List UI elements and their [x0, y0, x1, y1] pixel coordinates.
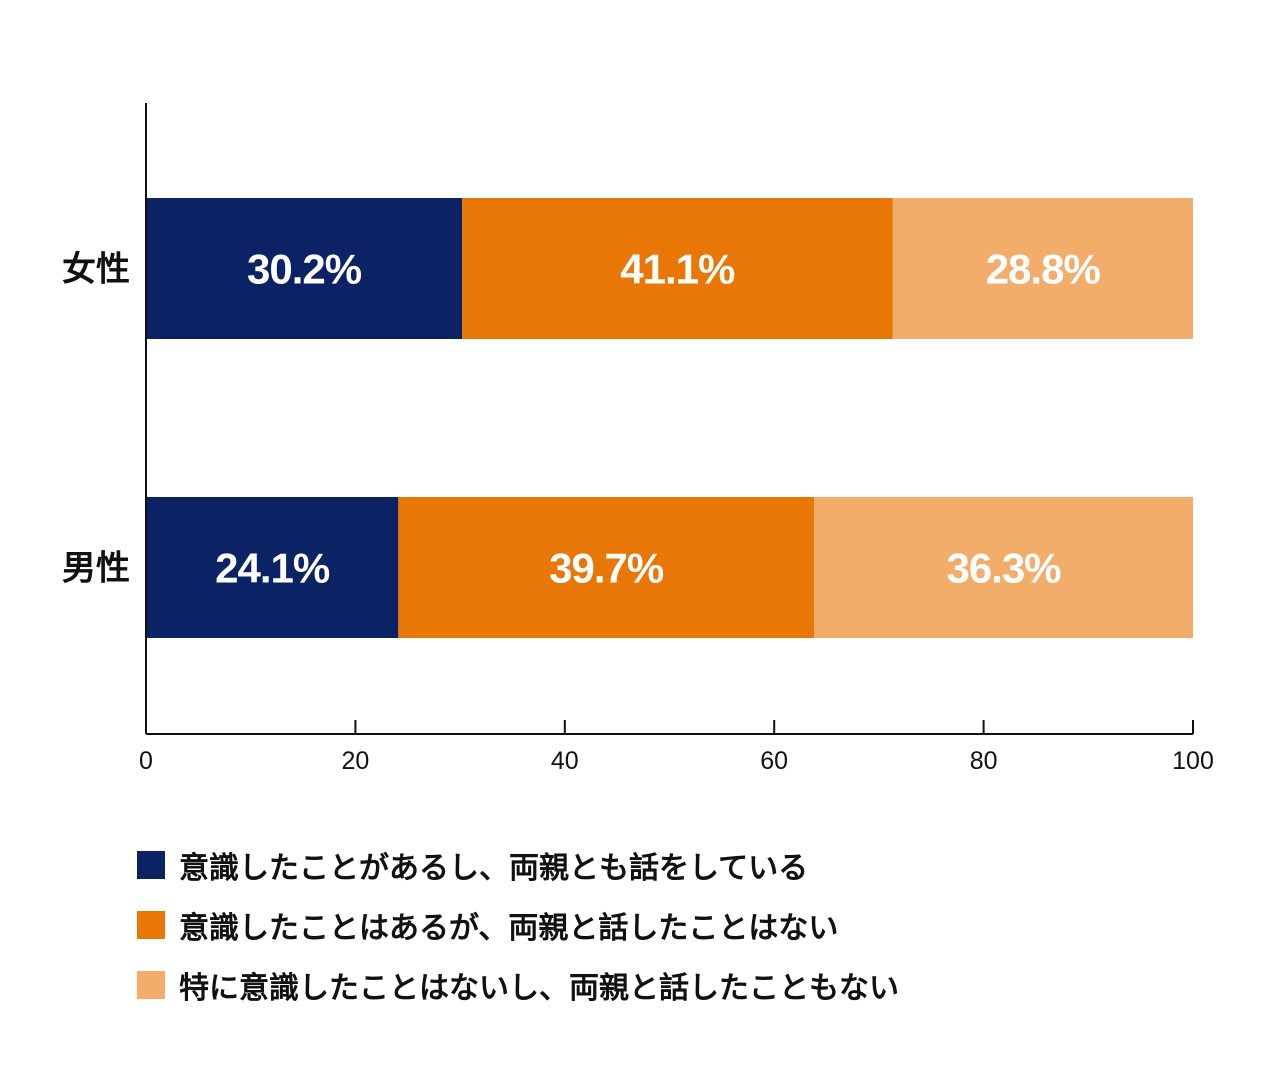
data-label-2-3: 36.3%: [946, 545, 1061, 592]
bar-segment-2-3: [813, 497, 1193, 638]
data-label-2-1: 24.1%: [215, 545, 330, 592]
category-label-1: 女性: [62, 250, 130, 290]
bar-segment-1-1: [146, 198, 463, 339]
legend-label-2: 意識したことはあるが、両親と話したことはない: [179, 911, 839, 946]
category-label-2: 男性: [62, 549, 130, 589]
stacked-bar-chart: 30.2% 41.1% 28.8% 女性 24.1% 39.7% 36.3% 男性 0 20 40 6…: [62, 103, 1214, 776]
legend-swatch-3: [137, 971, 165, 999]
bar-segment-1-3: [892, 198, 1193, 339]
legend: 意識したことがあるし、両親とも話をしている 意識したことはあるが、両親と話したこ…: [137, 835, 1237, 1015]
data-label-1-2: 41.1%: [620, 246, 735, 293]
labels-layer: 30.2% 41.1% 28.8% 女性 24.1% 39.7% 36.3% 男性 0 20 40 6…: [62, 246, 1214, 776]
bar-segment-2-2: [398, 497, 814, 638]
bar-segment-2-1: [146, 497, 399, 638]
x-tick-label-40: 40: [551, 747, 579, 775]
legend-label-3: 特に意識したことはないし、両親と話したこともない: [179, 971, 899, 1006]
legend-label-1: 意識したことがあるし、両親とも話をしている: [179, 851, 809, 886]
data-label-2-2: 39.7%: [549, 545, 664, 592]
data-label-1-3: 28.8%: [986, 246, 1101, 293]
x-tick-label-0: 0: [139, 747, 153, 775]
legend-item-2: 意識したことはあるが、両親と話したことはない: [137, 895, 1237, 955]
x-tick-label-100: 100: [1172, 747, 1214, 775]
bar-segment-1-2: [462, 198, 893, 339]
data-label-1-1: 30.2%: [247, 246, 362, 293]
bars-layer: [146, 198, 1193, 638]
legend-item-3: 特に意識したことはないし、両親と話したこともない: [137, 955, 1237, 1015]
axes-layer: [145, 103, 1194, 735]
x-tick-label-80: 80: [970, 747, 998, 775]
x-tick-label-60: 60: [760, 747, 788, 775]
legend-swatch-2: [137, 911, 165, 939]
legend-swatch-1: [137, 851, 165, 879]
x-tick-label-20: 20: [341, 747, 369, 775]
legend-item-1: 意識したことがあるし、両親とも話をしている: [137, 835, 1237, 895]
